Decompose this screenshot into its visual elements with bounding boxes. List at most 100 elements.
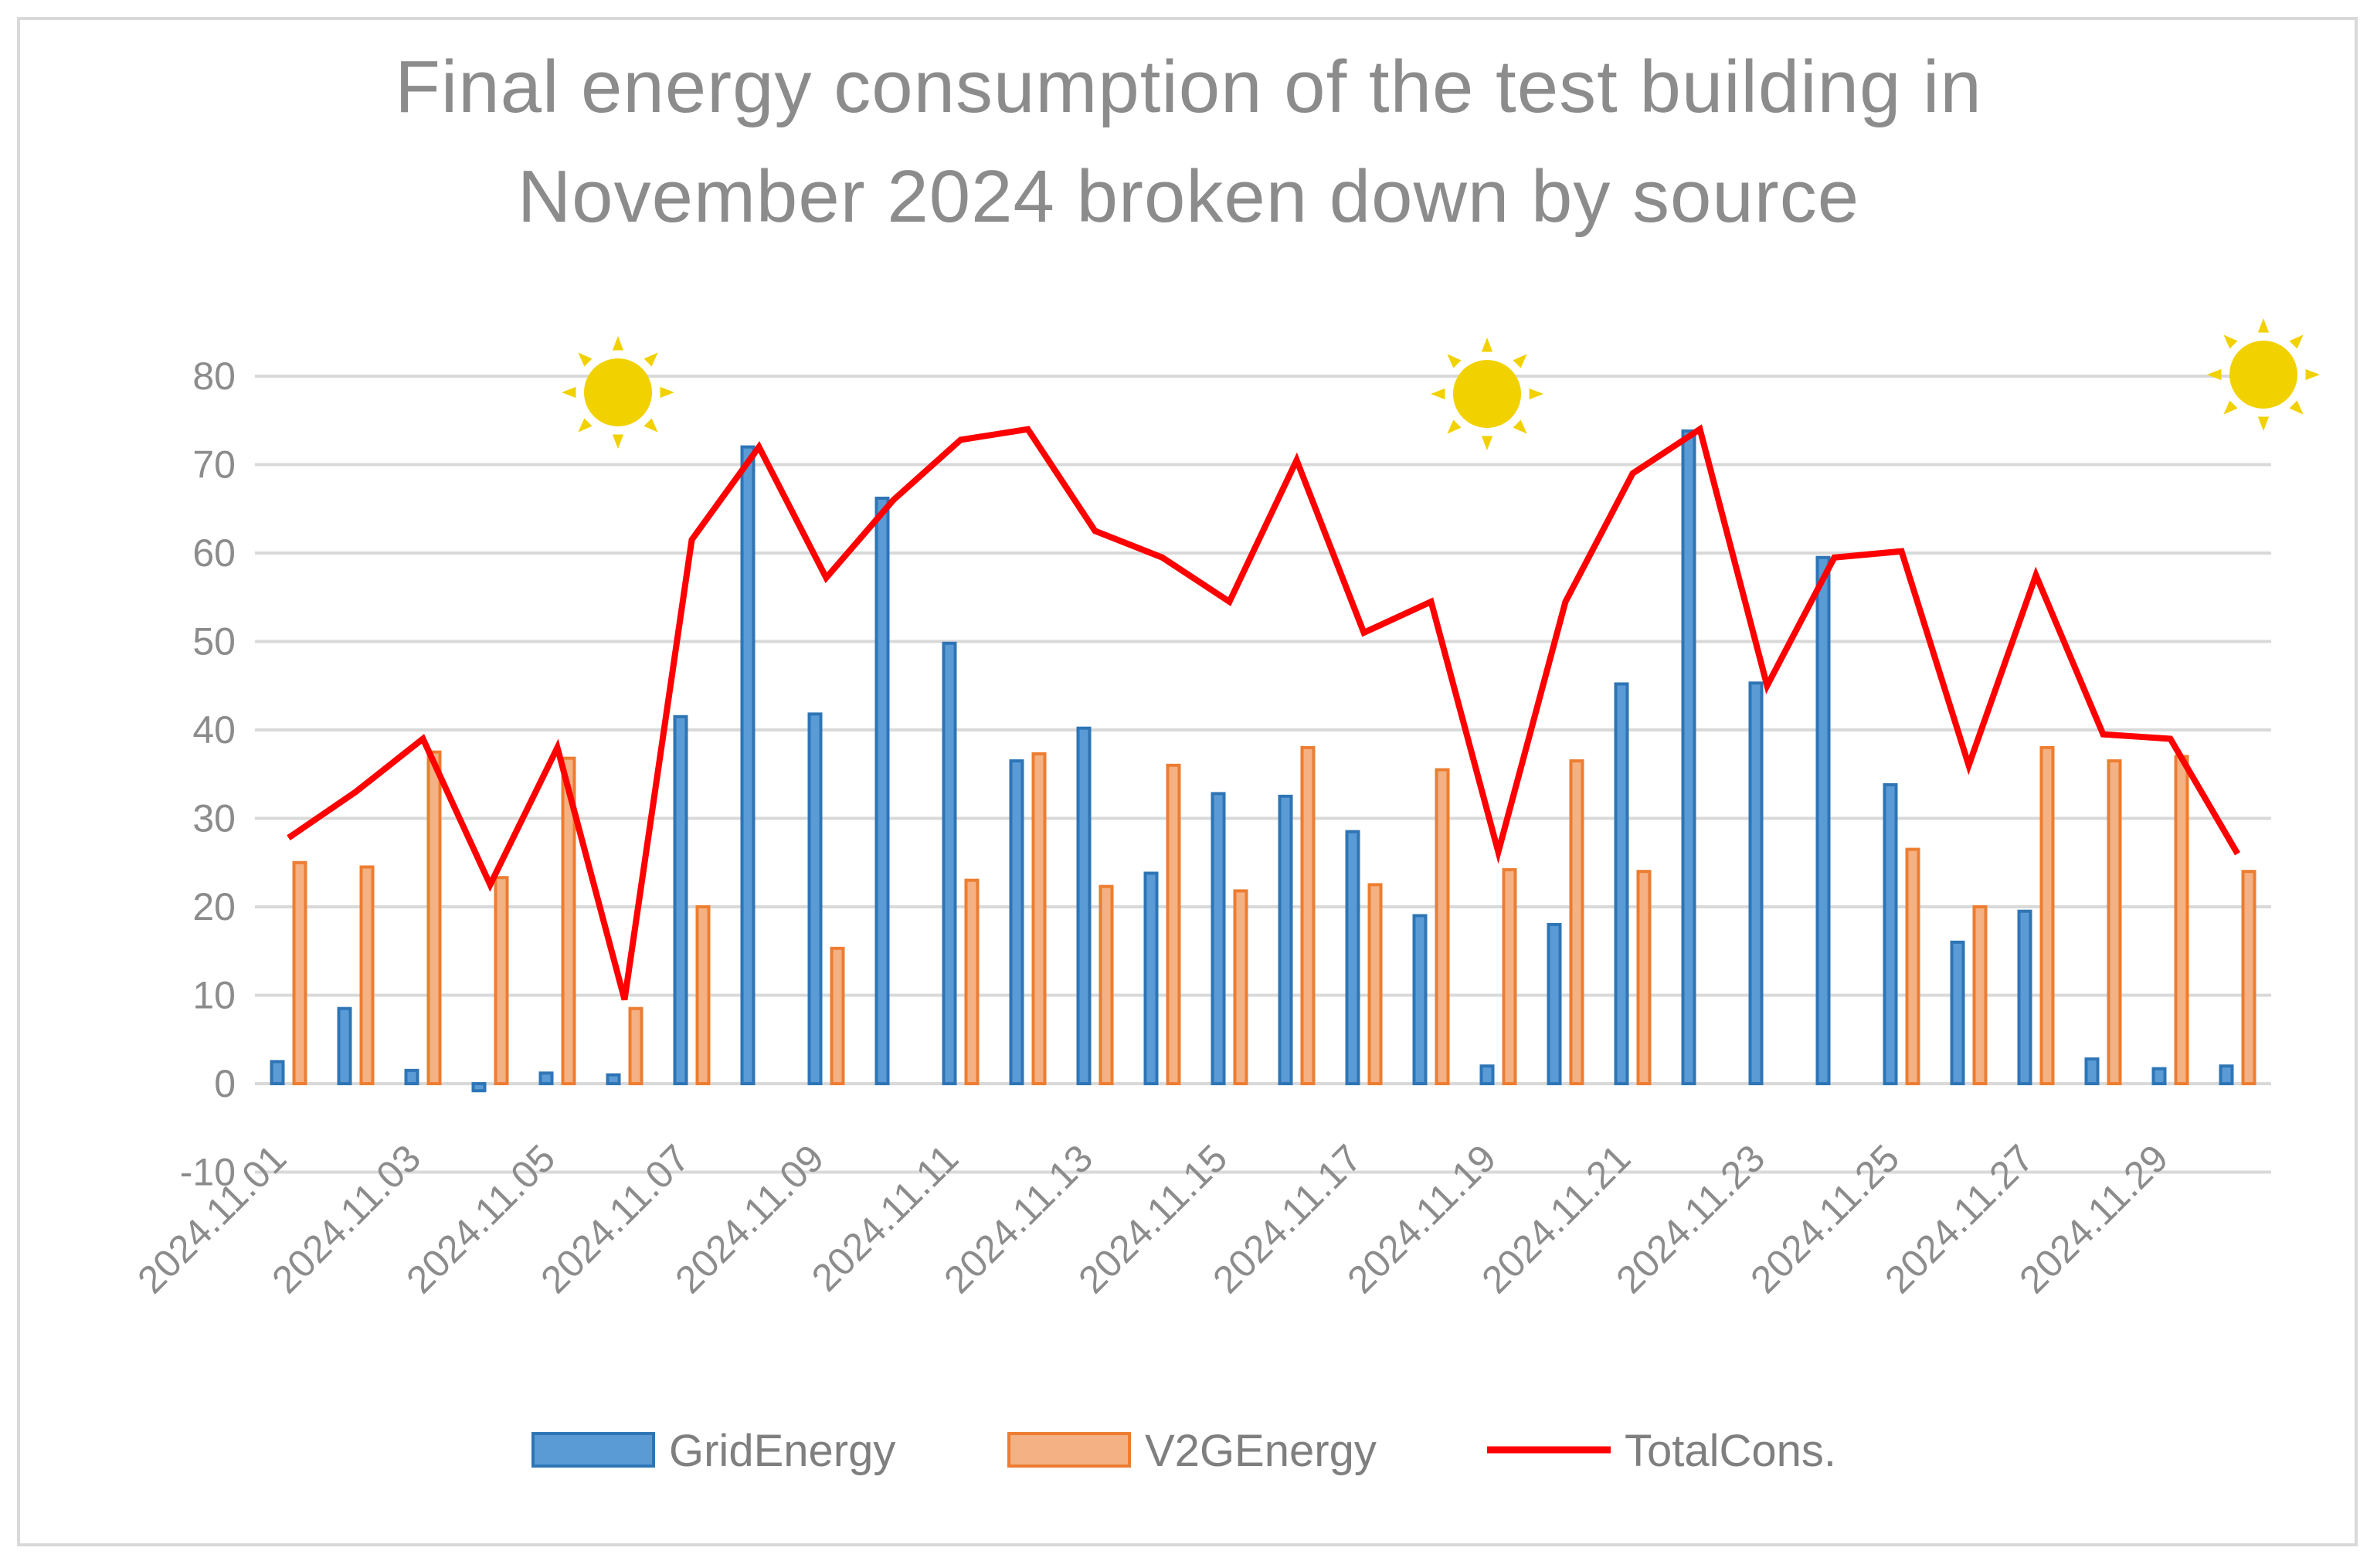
sun-ray bbox=[612, 434, 624, 449]
sun-ray bbox=[2305, 368, 2320, 381]
sun-ray bbox=[2223, 400, 2238, 415]
bar-gridenergy bbox=[1345, 830, 1360, 1086]
bar-v2genergy bbox=[2174, 755, 2189, 1085]
sun-disc bbox=[584, 358, 652, 426]
y-tick-label: 10 bbox=[192, 974, 236, 1017]
bar-gridenergy bbox=[2017, 909, 2032, 1085]
bar-gridenergy bbox=[1681, 429, 1696, 1085]
bar-v2genergy bbox=[561, 756, 576, 1085]
y-axis-ticks: -10 0 10 20 30 40 50 60 70 80 bbox=[180, 355, 236, 1194]
bar-v2genergy bbox=[1166, 763, 1181, 1085]
bar-gridenergy bbox=[673, 714, 688, 1085]
y-tick-label: 20 bbox=[192, 885, 236, 928]
sun-ray bbox=[1481, 436, 1493, 450]
bar-gridenergy bbox=[606, 1073, 621, 1086]
sun-ray bbox=[578, 352, 593, 367]
bar-v2genergy bbox=[1031, 752, 1047, 1085]
bar-v2genergy bbox=[1972, 905, 1988, 1085]
bar-gridenergy bbox=[538, 1071, 554, 1086]
total-line bbox=[287, 424, 2240, 1001]
y-tick-label: 30 bbox=[192, 797, 236, 840]
bar-gridenergy bbox=[1547, 922, 1562, 1086]
bar-v2genergy bbox=[1300, 745, 1316, 1086]
chart-title-line-2: November 2024 broken down by source bbox=[517, 155, 1860, 238]
sun-ray bbox=[1481, 338, 1493, 352]
bar-gridenergy bbox=[2084, 1057, 2100, 1085]
bar-gridenergy bbox=[1614, 682, 1629, 1085]
legend-swatch-v2genergy bbox=[1007, 1432, 1131, 1468]
sun-ray bbox=[2257, 318, 2270, 333]
sun-annotations bbox=[562, 318, 2320, 450]
bar-gridenergy bbox=[1412, 914, 1428, 1085]
bar-gridenergy bbox=[270, 1060, 285, 1085]
sun-ray bbox=[1529, 388, 1543, 400]
sun-ray bbox=[1447, 419, 1462, 434]
bar-gridenergy bbox=[2219, 1064, 2234, 1085]
y-tick-label: 0 bbox=[214, 1062, 236, 1105]
legend: GridEnergy V2GEnergy TotalCons. bbox=[531, 1426, 1836, 1476]
legend-label-gridenergy: GridEnergy bbox=[669, 1426, 895, 1476]
bar-gridenergy bbox=[1009, 759, 1024, 1085]
y-tick-label: 40 bbox=[192, 708, 236, 752]
sun-ray bbox=[1513, 419, 1527, 434]
bar-gridenergy bbox=[1076, 726, 1092, 1086]
bar-gridenergy bbox=[807, 712, 823, 1085]
bar-v2genergy bbox=[1099, 884, 1114, 1086]
gridlines bbox=[255, 375, 2271, 1174]
bar-v2genergy bbox=[2241, 870, 2256, 1085]
bars bbox=[270, 429, 2256, 1093]
bar-gridenergy bbox=[1815, 555, 1831, 1085]
bar-v2genergy bbox=[1905, 847, 1920, 1085]
sun-ray bbox=[2207, 368, 2222, 381]
y-tick-label: 80 bbox=[192, 355, 236, 398]
sun-ray bbox=[1447, 354, 1462, 368]
bar-v2genergy bbox=[292, 860, 307, 1085]
bar-gridenergy bbox=[1143, 871, 1159, 1085]
y-tick-label: 60 bbox=[192, 531, 236, 575]
legend-swatch-gridenergy bbox=[531, 1432, 655, 1468]
bar-v2genergy bbox=[359, 865, 375, 1085]
bar-v2genergy bbox=[1502, 867, 1517, 1086]
legend-label-totalcons: TotalCons. bbox=[1625, 1426, 1836, 1476]
bar-v2genergy bbox=[964, 878, 980, 1086]
sun-ray bbox=[578, 418, 593, 433]
bar-gridenergy bbox=[1479, 1064, 1495, 1085]
bar-gridenergy bbox=[1950, 940, 1965, 1086]
bar-gridenergy bbox=[2151, 1067, 2167, 1086]
bar-gridenergy bbox=[1748, 681, 1764, 1085]
bar-gridenergy bbox=[404, 1068, 419, 1085]
sun-ray bbox=[660, 386, 674, 399]
chart-title-line-1: Final energy consumption of the test bui… bbox=[395, 46, 1982, 128]
sun-ray bbox=[1513, 354, 1527, 368]
sun-ray bbox=[562, 386, 576, 399]
y-tick-label: 50 bbox=[192, 620, 236, 664]
bar-gridenergy bbox=[1883, 782, 1898, 1085]
sun-icon bbox=[1431, 338, 1543, 450]
sun-ray bbox=[2289, 400, 2304, 415]
x-axis-ticks: 2024.11.012024.11.032024.11.052024.11.07… bbox=[129, 1136, 2176, 1302]
bar-v2genergy bbox=[1233, 889, 1248, 1086]
bar-gridenergy bbox=[1211, 792, 1226, 1085]
sun-icon bbox=[562, 336, 674, 449]
sun-ray bbox=[2223, 334, 2238, 349]
sun-disc bbox=[2229, 341, 2297, 409]
sun-icon bbox=[2207, 318, 2320, 431]
sun-ray bbox=[612, 336, 624, 351]
bar-gridenergy bbox=[740, 445, 756, 1085]
bar-v2genergy bbox=[1367, 883, 1383, 1085]
bar-v2genergy bbox=[830, 946, 845, 1085]
bar-v2genergy bbox=[1636, 870, 1652, 1085]
sun-ray bbox=[2289, 334, 2304, 349]
bar-v2genergy bbox=[2039, 745, 2055, 1086]
bar-v2genergy bbox=[1569, 759, 1584, 1085]
bar-gridenergy bbox=[942, 641, 957, 1085]
bar-v2genergy bbox=[695, 905, 711, 1085]
series-line-totalcons bbox=[287, 424, 2240, 1001]
sun-ray bbox=[1431, 388, 1445, 400]
sun-ray bbox=[2257, 416, 2270, 431]
bar-v2genergy bbox=[2107, 759, 2122, 1085]
bar-gridenergy bbox=[874, 497, 890, 1085]
sun-ray bbox=[643, 418, 658, 433]
bar-gridenergy bbox=[1278, 794, 1293, 1085]
